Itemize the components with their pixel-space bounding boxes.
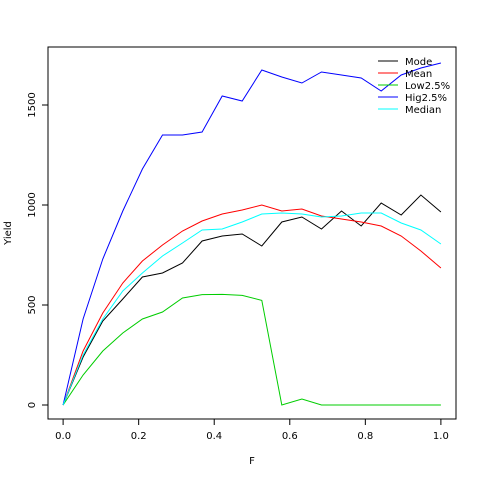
legend-label: Mode xyxy=(405,57,432,68)
x-axis-title: F xyxy=(249,456,255,467)
y-tick-label: 1500 xyxy=(27,92,38,117)
x-tick-label: 0.2 xyxy=(131,431,147,442)
series-line-hig2-5- xyxy=(62,62,442,406)
series-line-low2-5- xyxy=(62,293,441,406)
x-tick-label: 0.4 xyxy=(206,431,222,442)
y-axis-title: Yield xyxy=(3,221,14,246)
y-tick-label: 500 xyxy=(27,295,38,314)
y-tick-label: 0 xyxy=(27,402,38,408)
series-line-mode xyxy=(62,194,442,406)
series-line-median xyxy=(62,212,442,406)
x-tick-label: 0.6 xyxy=(282,431,298,442)
legend-label: Low2.5% xyxy=(405,81,450,92)
legend-label: Median xyxy=(405,105,441,116)
legend-label: Mean xyxy=(405,69,432,80)
y-tick-label: 1000 xyxy=(27,192,38,217)
x-tick-label: 1.0 xyxy=(433,431,449,442)
legend-label: Hig2.5% xyxy=(405,93,447,104)
series-line-mean xyxy=(62,204,442,406)
x-tick-label: 0.0 xyxy=(55,431,71,442)
plot-frame xyxy=(47,46,457,420)
x-tick-label: 0.8 xyxy=(357,431,373,442)
chart-plot-area xyxy=(47,46,457,420)
axes: 0.0 0.2 0.4 0.6 0.8 1.0 0 500 1000 1500 xyxy=(27,92,449,442)
series-lines xyxy=(62,62,442,406)
